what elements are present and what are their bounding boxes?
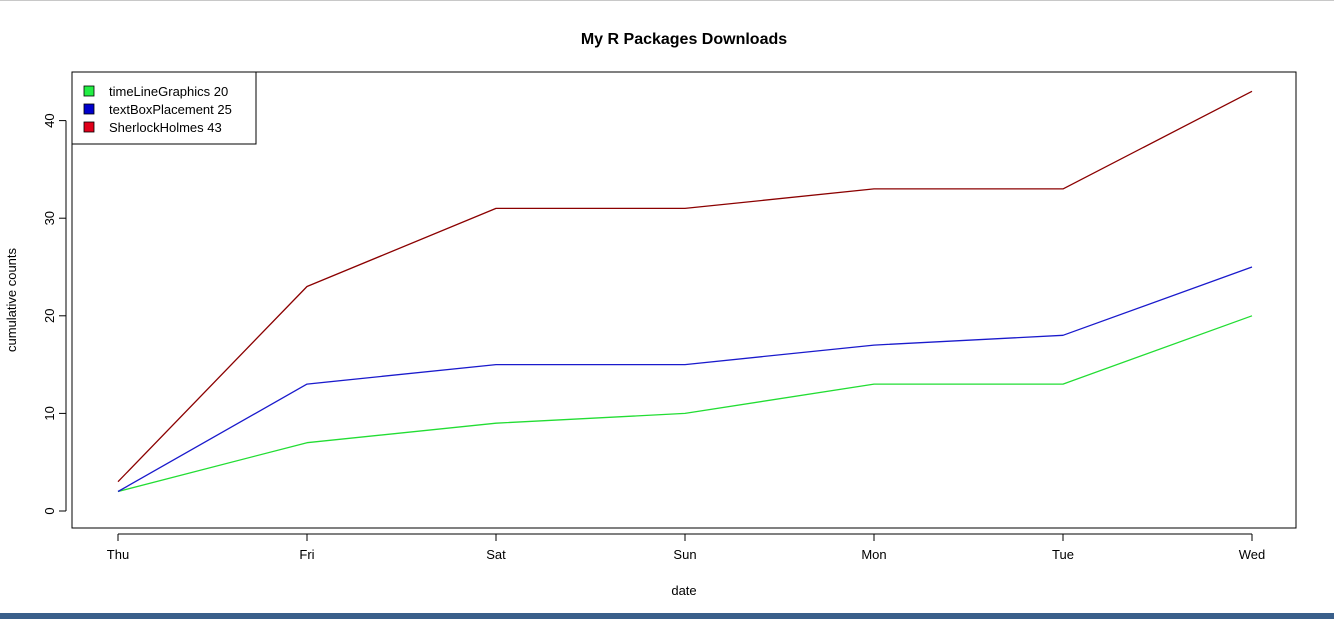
series-lines xyxy=(117,90,1253,493)
x-axis-label: date xyxy=(671,583,696,598)
x-tick-label: Tue xyxy=(1052,547,1074,562)
legend-swatch xyxy=(83,103,95,115)
y-tick-label: 20 xyxy=(42,309,57,323)
legend-box xyxy=(71,71,257,145)
legend-swatch xyxy=(83,121,95,133)
y-tick-label: 30 xyxy=(42,211,57,225)
series-line-timeLineGraphics xyxy=(117,315,1253,493)
x-axis: Thu Fri Sat Sun Mon Tue Wed xyxy=(107,533,1266,562)
series-line-textBoxPlacement xyxy=(117,266,1253,493)
y-axis-label: cumulative counts xyxy=(4,247,19,352)
y-axis: 0 10 20 30 40 xyxy=(42,113,67,515)
x-tick-label: Sat xyxy=(486,547,506,562)
x-tick-label: Wed xyxy=(1239,547,1266,562)
x-tick-label: Mon xyxy=(861,547,886,562)
legend-entry: SherlockHolmes 43 xyxy=(109,120,222,135)
y-tick-label: 40 xyxy=(42,113,57,127)
series-line-SherlockHolmes xyxy=(117,90,1253,483)
legend-swatch xyxy=(83,85,95,97)
x-tick-label: Fri xyxy=(299,547,314,562)
y-tick-label: 10 xyxy=(42,406,57,420)
y-tick-label: 0 xyxy=(42,507,57,514)
x-tick-label: Thu xyxy=(107,547,129,562)
x-tick-label: Sun xyxy=(673,547,696,562)
plot-area-frame xyxy=(71,71,1297,529)
chart-title: My R Packages Downloads xyxy=(581,31,787,48)
legend-entry: timeLineGraphics 20 xyxy=(109,84,228,99)
window-bottom-edge xyxy=(0,613,1334,619)
legend-entry: textBoxPlacement 25 xyxy=(109,102,232,117)
legend: timeLineGraphics 20 textBoxPlacement 25 Sh… xyxy=(71,71,257,145)
